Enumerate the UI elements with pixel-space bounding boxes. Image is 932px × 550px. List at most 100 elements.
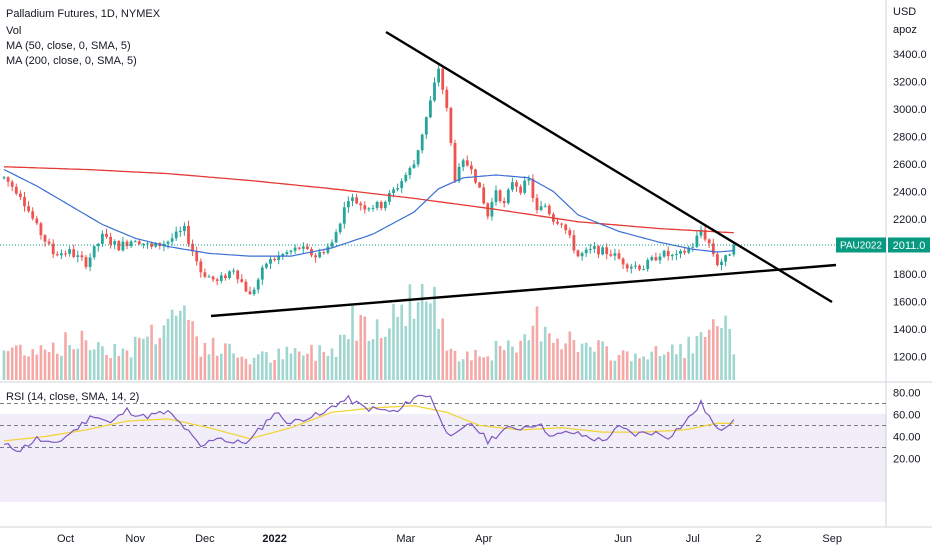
- volume-bar: [35, 354, 39, 380]
- candle-body: [523, 180, 527, 193]
- candle-body: [687, 247, 691, 253]
- volume-bar: [252, 357, 256, 380]
- volume-bar: [703, 336, 707, 380]
- candle-body: [486, 203, 490, 217]
- candle-body: [84, 257, 88, 267]
- candle-body: [531, 178, 535, 199]
- legend-ma50: MA (50, close, 0, SMA, 5): [6, 40, 131, 52]
- volume-bar: [293, 348, 297, 380]
- volume-bar: [72, 349, 75, 380]
- volume-bar: [281, 359, 285, 380]
- last-price-tag: [888, 237, 930, 253]
- candle-body: [68, 249, 71, 254]
- candle-body: [285, 252, 289, 255]
- candle-body: [359, 203, 363, 206]
- candle-body: [609, 254, 613, 256]
- volume-bar: [494, 340, 498, 380]
- volume-bar: [617, 355, 621, 380]
- candle-body: [277, 255, 281, 261]
- candle-body: [183, 225, 186, 232]
- volume-bar: [117, 355, 121, 380]
- candle-body: [679, 250, 682, 254]
- volume-bar: [400, 304, 403, 380]
- volume-bar: [314, 360, 317, 380]
- volume-bar: [158, 337, 162, 380]
- symbol-tag-label: PAU2022: [840, 240, 883, 251]
- time-tick-label: Apr: [475, 533, 492, 545]
- candle-body: [265, 263, 268, 268]
- volume-bar: [27, 356, 30, 380]
- candle-body: [576, 250, 580, 257]
- volume-bar: [433, 286, 436, 380]
- price-tick-label: 1800.0: [893, 269, 927, 281]
- volume-bar: [486, 356, 490, 380]
- candle-body: [474, 169, 477, 183]
- candle-body: [269, 259, 272, 264]
- candle-body: [297, 247, 301, 249]
- price-tick-label: 1200.0: [893, 352, 927, 364]
- volume-bar: [166, 318, 170, 380]
- time-tick-label: 2: [755, 533, 761, 545]
- volume-bar: [47, 351, 51, 380]
- volume-bar: [51, 342, 55, 380]
- volume-bar: [507, 340, 510, 380]
- candle-body: [605, 247, 609, 255]
- candle-body: [203, 272, 207, 277]
- candle-body: [465, 160, 469, 166]
- candle-body: [150, 243, 153, 247]
- volume-bar: [609, 360, 613, 380]
- volume-bar: [240, 356, 244, 380]
- volume-bar: [289, 353, 293, 380]
- volume-bar: [273, 359, 276, 380]
- candle-body: [564, 224, 568, 231]
- candle-body: [371, 207, 375, 209]
- candle-body: [6, 177, 10, 182]
- candle-body: [273, 259, 276, 261]
- candle-body: [543, 205, 547, 207]
- volume-bar: [121, 348, 125, 380]
- volume-bar: [174, 315, 178, 380]
- candle-body: [593, 246, 596, 249]
- volume-bar: [195, 336, 198, 380]
- candle-body: [170, 238, 174, 242]
- volume-bar: [605, 346, 608, 380]
- volume-bar: [671, 344, 674, 380]
- trendline-lower[interactable]: [210, 263, 837, 318]
- volume-bar: [355, 340, 358, 380]
- candle-body: [429, 100, 432, 118]
- candle-body: [92, 246, 96, 258]
- trendline-upper[interactable]: [385, 30, 833, 304]
- volume-bar: [154, 344, 157, 380]
- candle-body: [351, 197, 354, 202]
- candle-body: [416, 150, 420, 165]
- candle-body: [101, 233, 104, 244]
- volume-bar: [97, 342, 100, 380]
- candle-body: [121, 241, 125, 251]
- candle-body: [117, 241, 121, 251]
- volume-bar: [297, 351, 301, 380]
- volume-bar: [560, 349, 563, 380]
- price-tick-label: 2800.0: [893, 132, 927, 144]
- volume-bar: [199, 356, 203, 380]
- candle-body: [379, 201, 383, 209]
- volume-bar: [244, 358, 248, 380]
- candle-body: [293, 247, 297, 251]
- candle-body: [506, 189, 510, 204]
- candle-body: [502, 201, 506, 204]
- volume-bar: [548, 333, 551, 380]
- volume-bar: [84, 340, 88, 380]
- volume-bar: [511, 346, 514, 380]
- candle-body: [2, 177, 6, 179]
- rsi-line: [3, 394, 735, 453]
- volume-bar: [646, 359, 649, 380]
- candle-body: [31, 211, 35, 219]
- candle-body: [716, 254, 719, 266]
- volume-bar: [601, 341, 604, 380]
- candle-body: [470, 165, 473, 170]
- candle-body: [703, 229, 707, 240]
- candle-body: [211, 276, 215, 280]
- candle-body: [129, 241, 133, 247]
- volume-bar: [261, 351, 264, 380]
- candle-body: [64, 253, 67, 255]
- volume-bar: [170, 309, 174, 380]
